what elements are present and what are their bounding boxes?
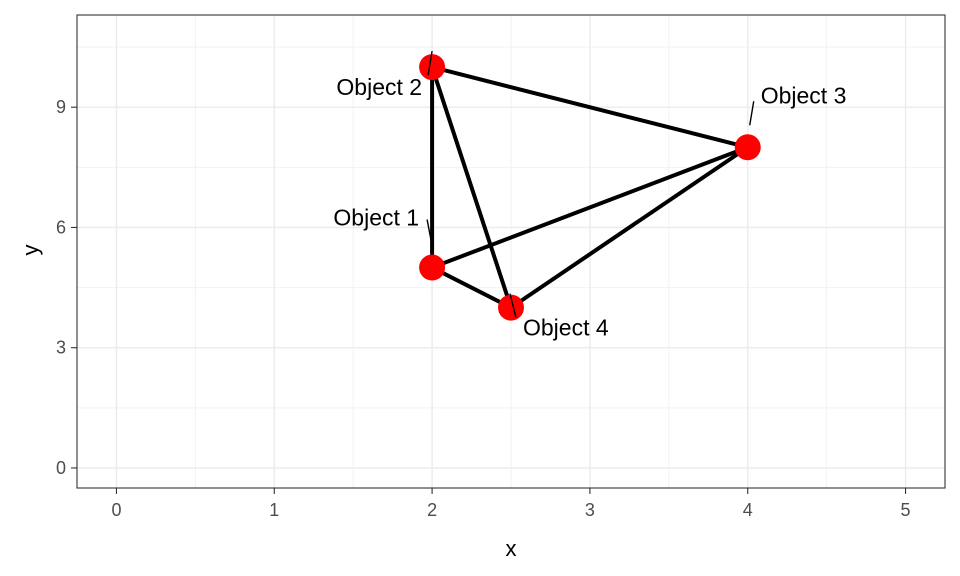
x-tick-label: 5 xyxy=(901,500,911,520)
data-point xyxy=(419,54,446,81)
x-tick-label: 1 xyxy=(269,500,279,520)
label-leader-line xyxy=(749,101,755,126)
y-tick-label: 9 xyxy=(56,97,66,117)
panel-border xyxy=(76,14,946,489)
y-axis-title: y xyxy=(18,245,43,256)
data-point xyxy=(498,294,524,321)
edges xyxy=(430,65,750,310)
edge-line xyxy=(509,145,750,310)
point-label: Object 1 xyxy=(333,205,419,231)
point-labels: Object 1 Object 2 Object 3 Object 4 xyxy=(333,50,847,341)
label-leader-line xyxy=(509,293,517,318)
x-tick-label: 4 xyxy=(743,500,753,520)
y-tick-label: 3 xyxy=(56,338,66,358)
data-point xyxy=(734,134,761,161)
edge-line xyxy=(430,65,513,310)
y-tick-label: 0 xyxy=(56,458,66,478)
axes: 0 1 2 3 4 5 0 3 6 9 xyxy=(56,97,911,520)
edge-line xyxy=(430,265,513,310)
point-label: Object 3 xyxy=(761,82,847,108)
label-leader-line xyxy=(426,219,432,241)
x-tick-label: 0 xyxy=(111,500,121,520)
x-tick-label: 3 xyxy=(585,500,595,520)
label-leader-line xyxy=(427,50,433,76)
points xyxy=(419,54,761,321)
edge-line xyxy=(430,65,750,150)
x-axis-title: x xyxy=(506,536,517,561)
data-point xyxy=(419,254,446,281)
x-tick-label: 2 xyxy=(427,500,437,520)
edge-line xyxy=(430,145,750,270)
point-label: Object 2 xyxy=(336,74,422,100)
point-label: Object 4 xyxy=(523,315,609,341)
y-tick-label: 6 xyxy=(56,217,66,237)
